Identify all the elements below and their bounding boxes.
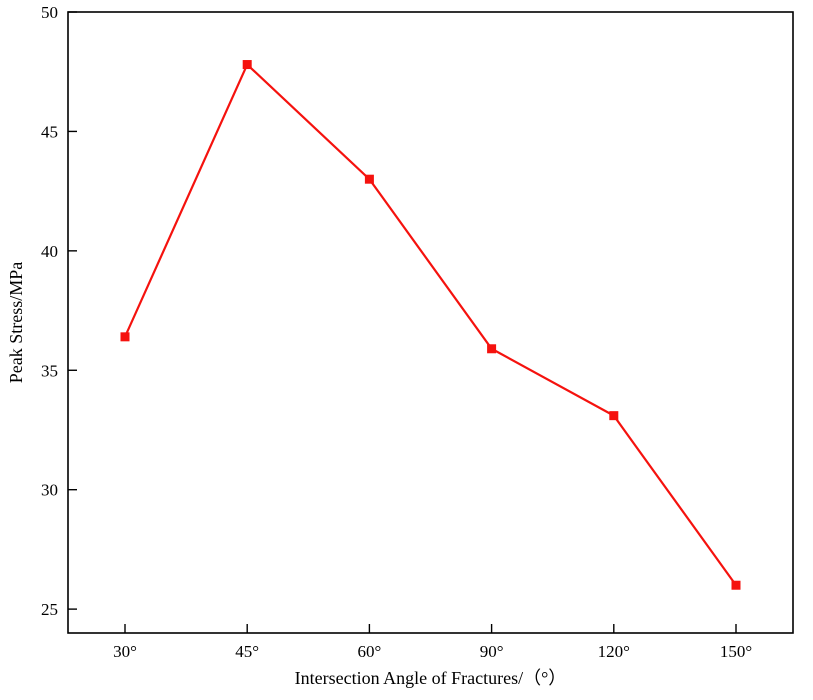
x-axis-ticks: 30° 45° 60° 90° 120° 150° (113, 624, 752, 661)
y-tick-label: 50 (41, 3, 58, 22)
data-point-marker (487, 344, 497, 354)
y-tick-label: 45 (41, 122, 58, 141)
series-line (123, 62, 737, 586)
data-point-marker (731, 580, 741, 590)
data-point-marker (364, 174, 374, 184)
x-tick-label: 120° (598, 642, 630, 661)
y-axis-title: Peak Stress/MPa (6, 262, 26, 384)
plot-frame (67, 11, 794, 634)
data-point-marker (120, 332, 130, 342)
x-tick-label: 30° (113, 642, 137, 661)
x-axis-title: Intersection Angle of Fractures/（°） (295, 668, 567, 688)
axis-titles: Peak Stress/MPa Intersection Angle of Fra… (6, 262, 566, 688)
x-tick-label: 60° (357, 642, 381, 661)
x-tick-label: 45° (235, 642, 259, 661)
y-tick-label: 35 (41, 361, 58, 380)
y-tick-label: 40 (41, 242, 58, 261)
data-series (120, 60, 741, 590)
data-point-marker (609, 411, 619, 421)
y-tick-label: 30 (41, 481, 58, 500)
plot-border (67, 11, 794, 634)
x-tick-label: 90° (480, 642, 504, 661)
data-point-marker (242, 60, 252, 70)
y-tick-label: 25 (41, 600, 58, 619)
y-axis-ticks: 25 30 35 40 45 50 (41, 3, 77, 619)
x-tick-label: 150° (720, 642, 752, 661)
